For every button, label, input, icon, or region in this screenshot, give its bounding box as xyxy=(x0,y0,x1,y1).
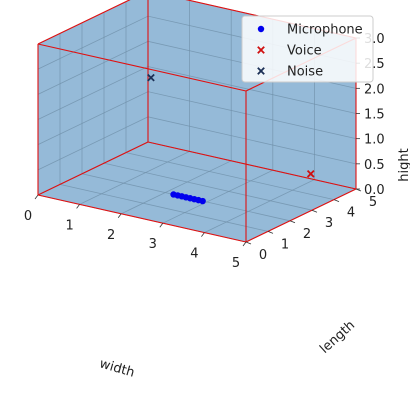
box-edge xyxy=(37,43,247,92)
x-tick-mark xyxy=(34,194,39,200)
legend-marker-noise-stroke xyxy=(257,67,265,75)
legend-marker-voice xyxy=(257,46,265,54)
y-tick-mark xyxy=(267,231,274,234)
point-noise-stroke xyxy=(147,73,155,82)
legend-frame xyxy=(241,15,374,83)
x-tick-mark xyxy=(201,232,205,237)
x-tick-mark xyxy=(117,213,122,219)
y-tick-label: 3 xyxy=(325,216,333,231)
legend-marker-voice-stroke xyxy=(257,46,265,54)
z-tick-label: 1.0 xyxy=(364,133,385,148)
box-edge xyxy=(37,194,247,243)
legend-label-microphone: Microphone xyxy=(287,23,363,38)
box-edge xyxy=(147,141,357,190)
point-voice-stroke xyxy=(306,170,315,178)
y-tick-label: 5 xyxy=(369,195,377,210)
z-tick-label: 2.0 xyxy=(364,82,385,97)
x-tick-mark xyxy=(242,241,247,247)
y-tick-mark xyxy=(289,220,296,224)
pane-left-wall xyxy=(38,0,148,195)
y-tick-label: 0 xyxy=(259,248,267,263)
z-tick-label: 0.5 xyxy=(364,158,385,173)
z-axis-label: hight xyxy=(397,148,410,181)
x-tick-label: 1 xyxy=(65,218,73,233)
y-axis-label: length xyxy=(317,318,358,357)
pane-floor xyxy=(38,142,356,242)
point-noise xyxy=(147,73,155,82)
legend-label-voice: Voice xyxy=(287,44,322,59)
box-edge xyxy=(37,0,131,45)
box-edge xyxy=(37,141,149,196)
legend-marker-noise xyxy=(257,67,265,75)
x-tick-label: 0 xyxy=(24,209,32,224)
chart-points xyxy=(147,73,315,205)
legend-label-noise: Noise xyxy=(287,65,323,80)
box-edge xyxy=(245,188,357,243)
x-tick-label: 2 xyxy=(107,228,115,243)
x-tick-label: 5 xyxy=(232,256,240,271)
legend-marker-microphone xyxy=(257,25,265,33)
x-tick-mark xyxy=(159,222,164,228)
point-voice xyxy=(306,170,315,178)
y-tick-label: 2 xyxy=(303,227,311,242)
y-tick-mark xyxy=(333,199,340,202)
x-tick-mark xyxy=(76,204,80,209)
y-tick-label: 1 xyxy=(281,237,289,252)
x-tick-label: 3 xyxy=(149,237,157,252)
y-tick-mark xyxy=(311,209,318,213)
z-tick-label: 1.5 xyxy=(364,108,385,123)
legend: Microphone Voice Noise xyxy=(241,15,374,83)
y-tick-mark xyxy=(245,241,252,245)
x-axis-label: width xyxy=(98,356,137,380)
x-tick-label: 4 xyxy=(190,247,198,262)
point-microphone xyxy=(199,197,206,205)
y-tick-label: 4 xyxy=(347,206,355,221)
z-tick-label: 0.0 xyxy=(364,183,385,198)
